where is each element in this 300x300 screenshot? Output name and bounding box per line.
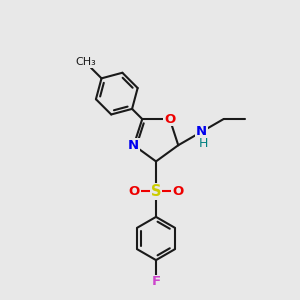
Text: O: O: [172, 185, 183, 198]
Text: O: O: [164, 112, 176, 126]
Text: F: F: [152, 275, 160, 288]
Text: O: O: [129, 185, 140, 198]
Text: N: N: [196, 125, 207, 138]
Text: H: H: [198, 136, 208, 150]
Text: CH₃: CH₃: [75, 57, 96, 68]
Text: N: N: [128, 139, 139, 152]
Text: S: S: [151, 184, 161, 199]
